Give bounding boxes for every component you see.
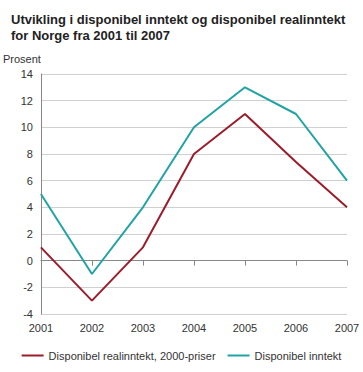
svg-text:for Norge fra 2001 til 2007: for Norge fra 2001 til 2007 <box>11 28 170 43</box>
svg-text:2003: 2003 <box>131 322 155 334</box>
svg-text:2007: 2007 <box>335 322 359 334</box>
svg-text:Utvikling i disponibel inntekt: Utvikling i disponibel inntekt og dispon… <box>11 12 349 27</box>
svg-text:2005: 2005 <box>233 322 257 334</box>
svg-text:14: 14 <box>21 68 33 80</box>
svg-text:2001: 2001 <box>29 322 53 334</box>
svg-text:2006: 2006 <box>284 322 308 334</box>
svg-text:Disponibel inntekt: Disponibel inntekt <box>255 350 342 362</box>
svg-text:Disponibel realinntekt, 2000-p: Disponibel realinntekt, 2000-priser <box>49 350 216 362</box>
svg-text:2: 2 <box>27 228 33 240</box>
svg-text:6: 6 <box>27 175 33 187</box>
svg-text:10: 10 <box>21 121 33 133</box>
svg-text:0: 0 <box>27 255 33 267</box>
svg-text:-2: -2 <box>23 281 33 293</box>
svg-text:2004: 2004 <box>182 322 206 334</box>
svg-text:-4: -4 <box>23 308 33 320</box>
svg-text:2002: 2002 <box>80 322 104 334</box>
svg-text:12: 12 <box>21 95 33 107</box>
svg-text:4: 4 <box>27 201 33 213</box>
svg-text:8: 8 <box>27 148 33 160</box>
svg-text:Prosent: Prosent <box>3 53 41 65</box>
